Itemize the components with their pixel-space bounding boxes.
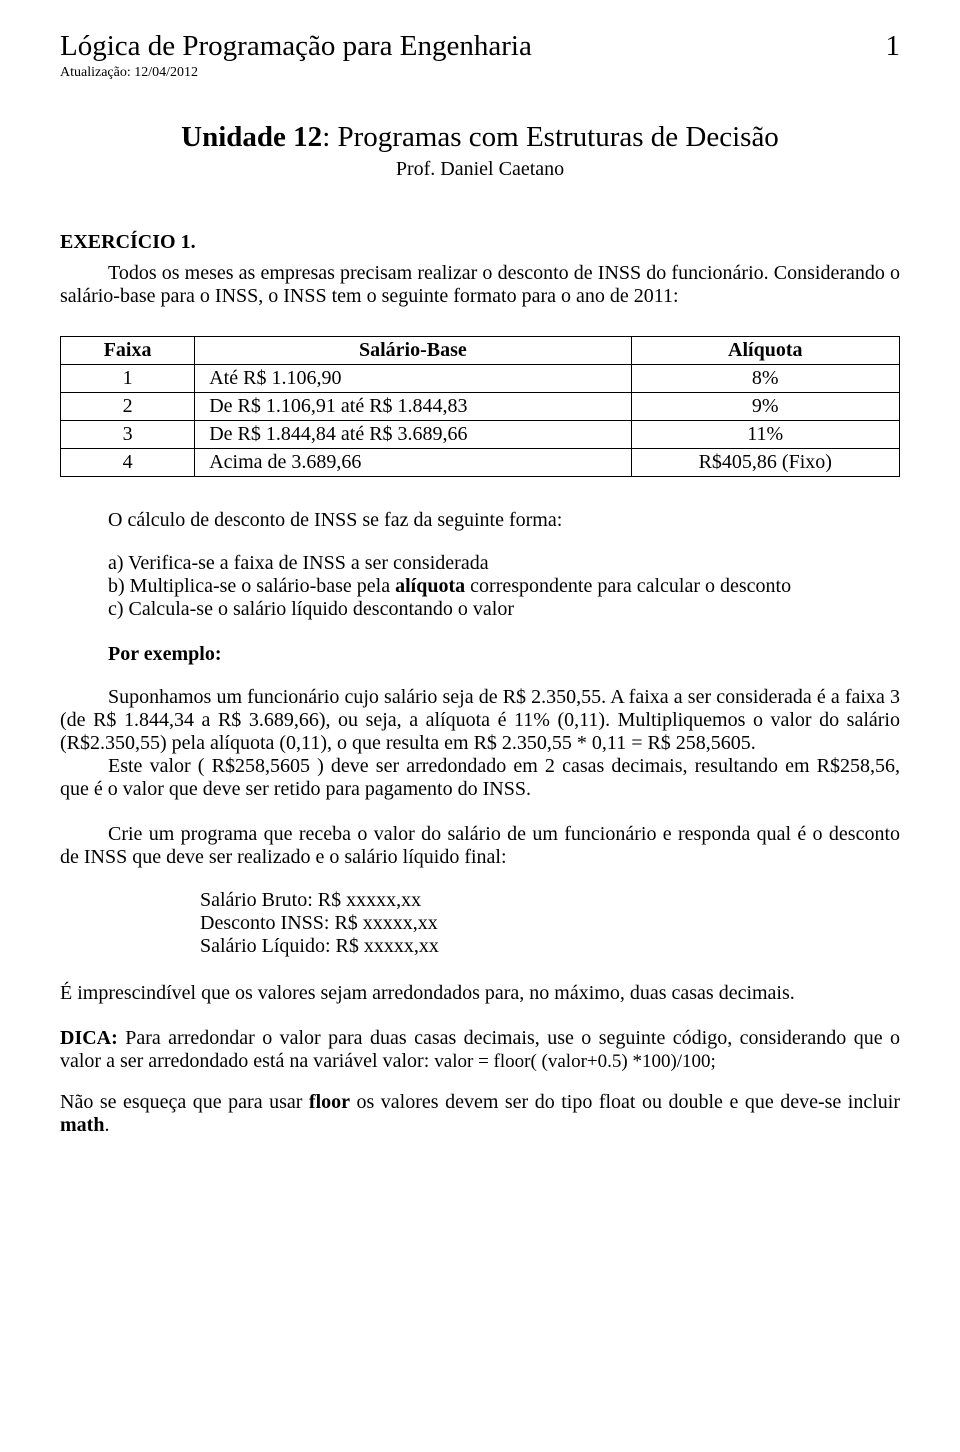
unit-title-rest: : Programas com Estruturas de Decisão <box>322 121 779 153</box>
update-date: Atualização: 12/04/2012 <box>60 65 900 81</box>
document-page: Lógica de Programação para Engenharia 1 … <box>0 0 960 1452</box>
table-cell: 3 <box>61 421 195 449</box>
dica-label: DICA: <box>60 1027 118 1049</box>
step-b: b) Multiplica-se o salário-base pela alí… <box>108 575 900 598</box>
example-p2-text: Este valor ( R$258,5605 ) deve ser arred… <box>60 755 900 800</box>
table-cell: 9% <box>631 393 899 421</box>
table-cell: De R$ 1.106,91 até R$ 1.844,83 <box>195 393 631 421</box>
table-header: Alíquota <box>631 337 899 365</box>
table-cell: 8% <box>631 365 899 393</box>
dica-code: valor = floor( (valor+0.5) *100)/100; <box>434 1051 716 1072</box>
step-c: c) Calcula-se o salário líquido desconta… <box>108 598 900 621</box>
footer-pre: Não se esqueça que para usar <box>60 1091 309 1113</box>
step-b-pre: b) Multiplica-se o salário-base pela <box>108 575 395 597</box>
exercise-prompt: Todos os meses as empresas precisam real… <box>60 262 900 308</box>
professor-name: Prof. Daniel Caetano <box>60 158 900 181</box>
table-cell: 1 <box>61 365 195 393</box>
table-cell: De R$ 1.844,84 até R$ 3.689,66 <box>195 421 631 449</box>
course-title: Lógica de Programação para Engenharia <box>60 30 532 63</box>
table-header: Faixa <box>61 337 195 365</box>
footer-post: . <box>104 1114 109 1136</box>
por-exemplo-label: Por exemplo: <box>108 643 900 666</box>
example-paragraph-2: Este valor ( R$258,5605 ) deve ser arred… <box>60 755 900 801</box>
crie-text: Crie um programa que receba o valor do s… <box>60 823 900 868</box>
step-b-post: correspondente para calcular o desconto <box>465 575 791 597</box>
output-line: Salário Bruto: R$ xxxxx,xx <box>200 889 900 912</box>
table-header-row: Faixa Salário-Base Alíquota <box>61 337 900 365</box>
create-program-prompt: Crie um programa que receba o valor do s… <box>60 823 900 869</box>
footer-bold-floor: floor <box>309 1091 350 1113</box>
imprescindivel-note: É imprescindível que os valores sejam ar… <box>60 982 900 1005</box>
table-cell: R$405,86 (Fixo) <box>631 449 899 477</box>
unit-title: Unidade 12: Programas com Estruturas de … <box>60 121 900 154</box>
calc-steps: a) Verifica-se a faixa de INSS a ser con… <box>108 552 900 621</box>
example-p1-text: Suponhamos um funcionário cujo salário s… <box>60 686 900 754</box>
page-number: 1 <box>886 30 901 63</box>
header-row: Lógica de Programação para Engenharia 1 <box>60 30 900 63</box>
step-b-bold: alíquota <box>395 575 465 597</box>
table-cell: 2 <box>61 393 195 421</box>
table-header: Salário-Base <box>195 337 631 365</box>
footer-note: Não se esqueça que para usar floor os va… <box>60 1091 900 1137</box>
step-a: a) Verifica-se a faixa de INSS a ser con… <box>108 552 900 575</box>
table-cell: 11% <box>631 421 899 449</box>
footer-bold-math: math <box>60 1114 104 1136</box>
table-row: 1 Até R$ 1.106,90 8% <box>61 365 900 393</box>
calc-intro: O cálculo de desconto de INSS se faz da … <box>60 509 900 532</box>
footer-mid: os valores devem ser do tipo float ou do… <box>350 1091 900 1113</box>
example-paragraph-1: Suponhamos um funcionário cujo salário s… <box>60 686 900 755</box>
output-line: Salário Líquido: R$ xxxxx,xx <box>200 935 900 958</box>
table-cell: 4 <box>61 449 195 477</box>
table-cell: Até R$ 1.106,90 <box>195 365 631 393</box>
table-cell: Acima de 3.689,66 <box>195 449 631 477</box>
dica-paragraph: DICA: Para arredondar o valor para duas … <box>60 1027 900 1073</box>
table-row: 3 De R$ 1.844,84 até R$ 3.689,66 11% <box>61 421 900 449</box>
table-row: 2 De R$ 1.106,91 até R$ 1.844,83 9% <box>61 393 900 421</box>
output-line: Desconto INSS: R$ xxxxx,xx <box>200 912 900 935</box>
expected-output: Salário Bruto: R$ xxxxx,xx Desconto INSS… <box>200 889 900 958</box>
table-row: 4 Acima de 3.689,66 R$405,86 (Fixo) <box>61 449 900 477</box>
exercise-label: EXERCÍCIO 1. <box>60 231 900 254</box>
unit-title-prefix: Unidade 12 <box>181 121 322 153</box>
inss-table: Faixa Salário-Base Alíquota 1 Até R$ 1.1… <box>60 336 900 477</box>
